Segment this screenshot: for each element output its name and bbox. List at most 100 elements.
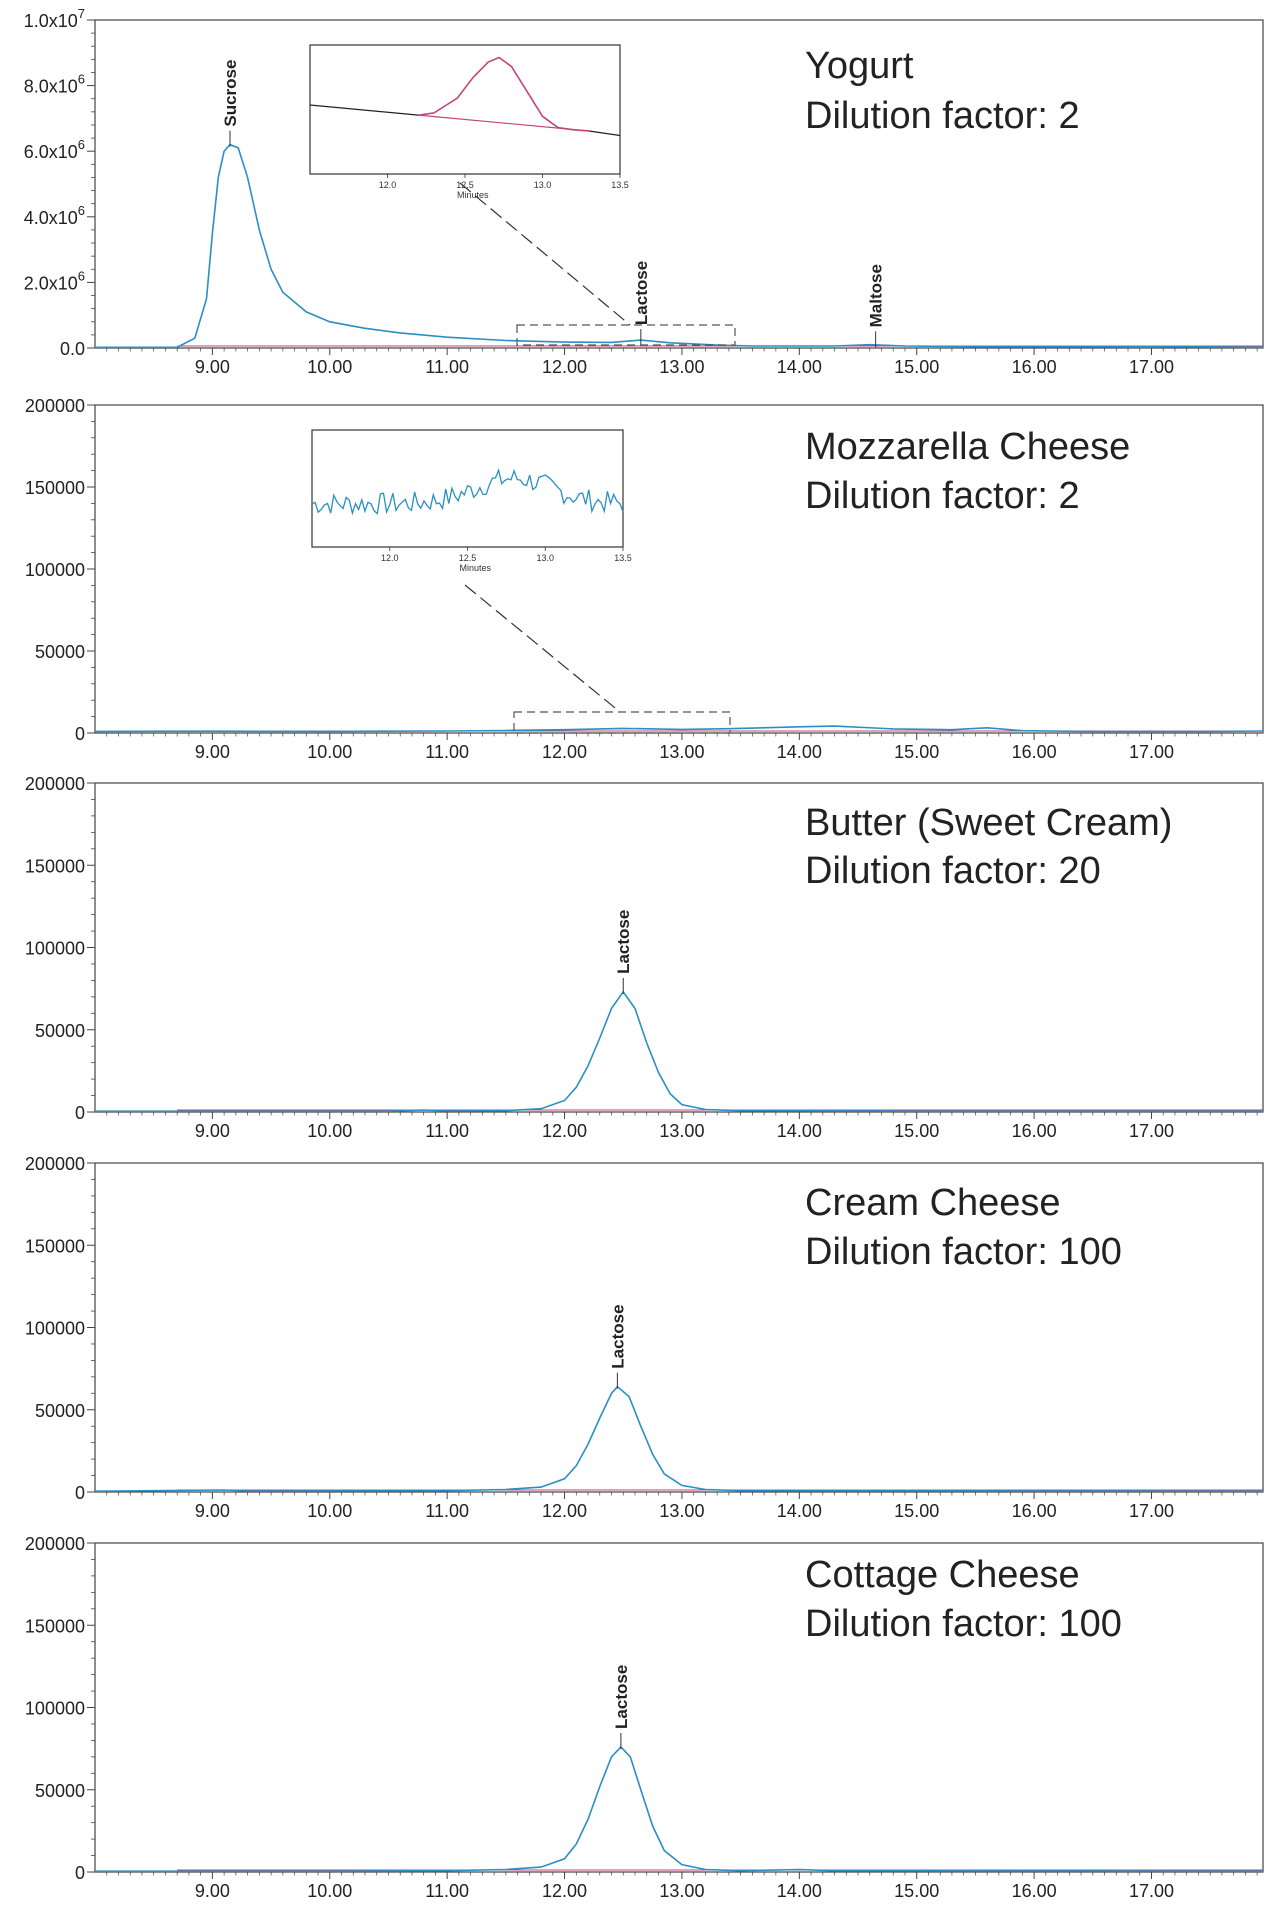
x-tick-label: 9.00	[195, 1121, 230, 1141]
peak-label: Sucrose	[221, 60, 240, 127]
inset-x-axis-label: Minutes	[457, 190, 489, 200]
x-tick-label: 17.00	[1129, 1121, 1174, 1141]
x-tick-label: 15.00	[894, 1881, 939, 1901]
y-tick-label: 100000	[25, 1319, 85, 1339]
x-tick-label: 13.00	[659, 357, 704, 377]
panel-title: Mozzarella Cheese	[805, 426, 1130, 468]
x-tick-label: 10.00	[307, 1501, 352, 1521]
inset-x-axis-label: Minutes	[460, 563, 492, 573]
x-tick-label: 14.00	[777, 1121, 822, 1141]
chromatogram-trace	[94, 1385, 1264, 1492]
inset-peak-trace	[418, 56, 590, 132]
plot-frame	[94, 1162, 1264, 1493]
inset-tail-trace	[588, 130, 621, 137]
peak-label: Lactose	[632, 261, 651, 325]
x-tick-label: 11.00	[425, 1501, 469, 1521]
y-tick-label: 8.0x106	[24, 72, 85, 97]
x-tick-label: 16.00	[1012, 357, 1057, 377]
y-tick-label: 0.0	[60, 339, 85, 359]
x-tick-label: 13.00	[659, 1881, 704, 1901]
y-tick-label: 0	[75, 724, 85, 744]
x-tick-label: 12.00	[542, 742, 587, 762]
chart-panel: 0 50000 100000 150000 200000 9.00 10.00 11.00 12…	[25, 1154, 1264, 1521]
x-tick-label: 10.00	[307, 1881, 352, 1901]
zoom-leader-line	[459, 182, 631, 326]
x-tick-label: 17.00	[1129, 1881, 1174, 1901]
chromatogram-trace	[95, 1745, 1264, 1872]
y-tick-label: 50000	[35, 642, 85, 662]
x-tick-label: 12.00	[542, 1121, 587, 1141]
chromatogram-trace	[95, 990, 1263, 1112]
zoom-inset-frame	[311, 429, 624, 548]
y-tick-label: 0	[75, 1863, 85, 1883]
chart-panel: 0.0 2.0x106 4.0x106 6.0x106 8.0x106 1.0x107 9.…	[24, 6, 1264, 377]
x-tick-label: 16.00	[1012, 1501, 1057, 1521]
panel-subtitle: Dilution factor: 2	[805, 95, 1080, 137]
x-tick-label: 12.00	[542, 357, 587, 377]
x-tick-label: 13.00	[659, 1501, 704, 1521]
y-tick-label: 1.0x107	[24, 6, 85, 31]
chromatogram-trace	[94, 725, 1264, 733]
x-tick-label: 9.00	[195, 1501, 230, 1521]
inset-x-tick-label: 13.5	[611, 180, 629, 190]
inset-x-tick-label: 12.0	[379, 180, 397, 190]
x-tick-label: 9.00	[195, 742, 230, 762]
inset-x-tick-label: 13.5	[614, 553, 632, 563]
x-tick-label: 12.00	[542, 1501, 587, 1521]
x-tick-label: 15.00	[894, 357, 939, 377]
chart-panel: 0 50000 100000 150000 200000 9.00 10.00 11.00 12…	[25, 774, 1264, 1141]
zoom-region-box	[513, 711, 731, 734]
x-tick-label: 14.00	[777, 357, 822, 377]
y-tick-label: 100000	[25, 939, 85, 959]
y-tick-label: 0	[75, 1483, 85, 1503]
x-tick-label: 17.00	[1129, 1501, 1174, 1521]
x-tick-label: 11.00	[425, 1121, 469, 1141]
inset-x-tick-label: 12.5	[456, 180, 474, 190]
plot-frame	[94, 19, 1264, 349]
x-tick-label: 9.00	[195, 357, 230, 377]
x-tick-label: 17.00	[1129, 742, 1174, 762]
x-tick-label: 16.00	[1012, 742, 1057, 762]
panel-title: Butter (Sweet Cream)	[805, 802, 1172, 844]
peak-label: Lactose	[612, 1665, 631, 1729]
chart-panel: 0 50000 100000 150000 200000 9.00 10.00 11.00 12…	[25, 1534, 1264, 1901]
y-tick-label: 50000	[35, 1401, 85, 1421]
panel-title: Cream Cheese	[805, 1182, 1061, 1224]
peak-label: Lactose	[608, 1304, 627, 1368]
x-tick-label: 9.00	[195, 1881, 230, 1901]
panel-title: Yogurt	[805, 45, 914, 87]
panel-title: Cottage Cheese	[805, 1554, 1080, 1596]
y-tick-label: 200000	[25, 1154, 85, 1174]
peak-label: Lactose	[614, 910, 633, 974]
x-tick-label: 10.00	[307, 1121, 352, 1141]
x-tick-label: 11.00	[425, 742, 469, 762]
x-tick-label: 13.00	[659, 742, 704, 762]
x-tick-label: 17.00	[1129, 357, 1174, 377]
y-tick-label: 100000	[25, 560, 85, 580]
peak-label: Maltose	[867, 264, 886, 327]
x-tick-label: 14.00	[777, 1881, 822, 1901]
y-tick-label: 50000	[35, 1021, 85, 1041]
chromatogram-trace	[94, 143, 1264, 349]
x-tick-label: 15.00	[894, 742, 939, 762]
y-tick-label: 150000	[25, 1236, 85, 1256]
y-tick-label: 200000	[25, 774, 85, 794]
x-tick-label: 12.00	[542, 1881, 587, 1901]
zoom-leader-line	[464, 584, 621, 713]
panel-subtitle: Dilution factor: 100	[805, 1231, 1122, 1273]
x-tick-label: 15.00	[894, 1121, 939, 1141]
y-tick-label: 150000	[25, 1616, 85, 1636]
y-tick-label: 6.0x106	[24, 137, 85, 162]
panel-subtitle: Dilution factor: 20	[805, 850, 1101, 892]
panel-subtitle: Dilution factor: 100	[805, 1603, 1122, 1645]
y-tick-label: 100000	[25, 1699, 85, 1719]
plot-frame	[94, 1542, 1264, 1873]
inset-x-tick-label: 12.0	[381, 553, 399, 563]
x-tick-label: 13.00	[659, 1121, 704, 1141]
y-tick-label: 200000	[25, 1534, 85, 1554]
panel-subtitle: Dilution factor: 2	[805, 475, 1080, 517]
x-tick-label: 15.00	[894, 1501, 939, 1521]
x-tick-label: 10.00	[307, 357, 352, 377]
x-tick-label: 11.00	[425, 357, 469, 377]
